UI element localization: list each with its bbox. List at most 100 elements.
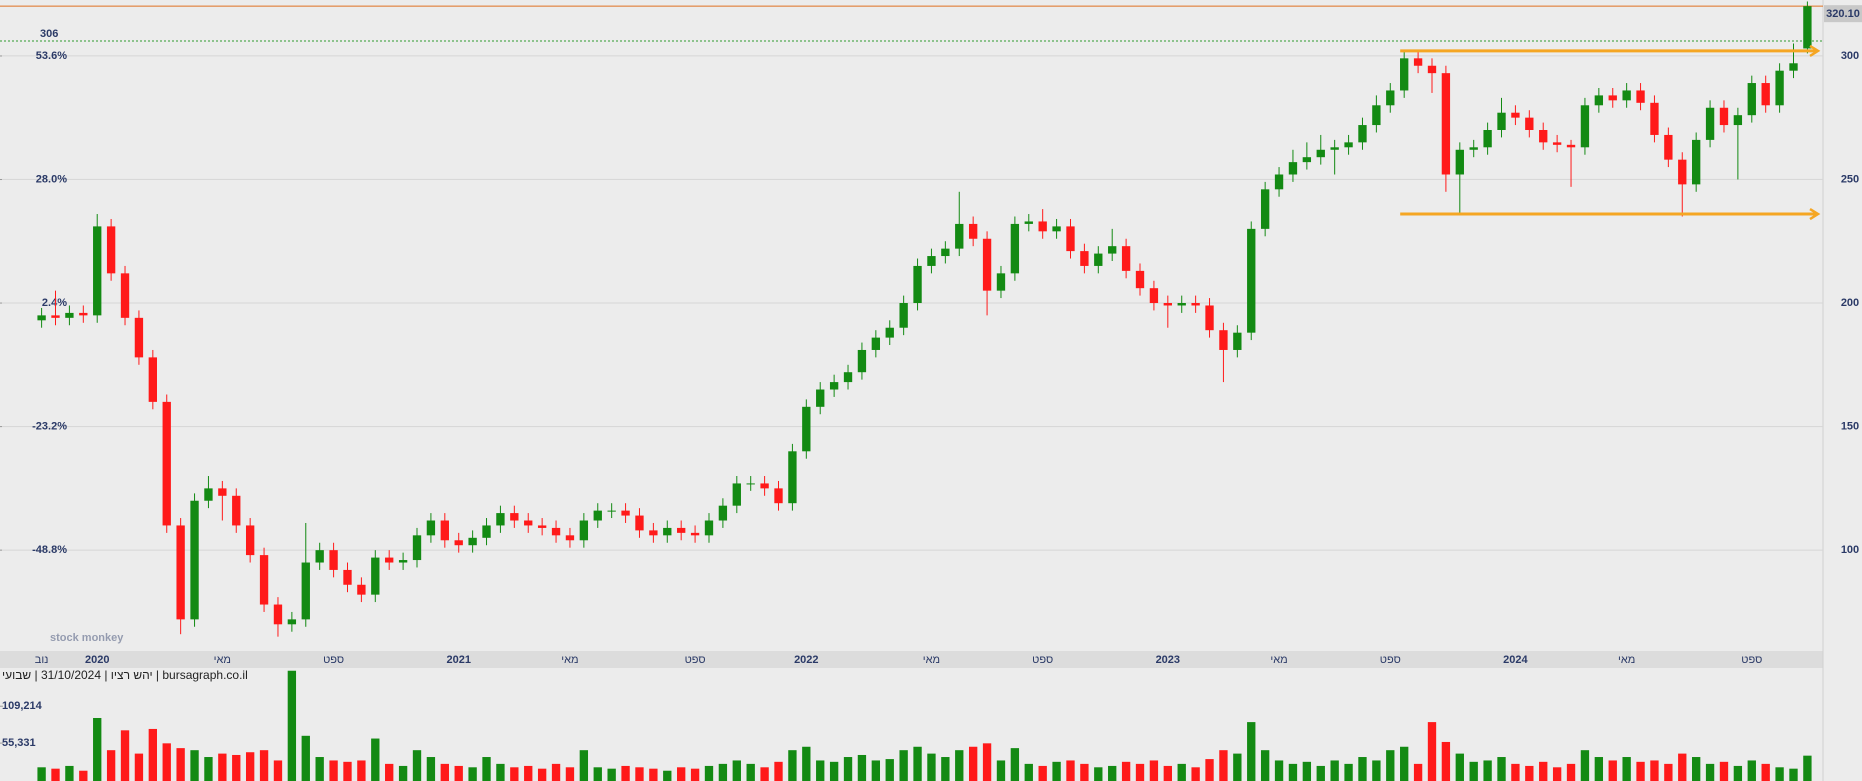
candle-body	[510, 513, 519, 521]
candle-body	[287, 619, 297, 625]
volume-bar	[287, 670, 297, 781]
candle-body	[621, 510, 630, 516]
candle-body	[732, 483, 741, 506]
volume-bar	[1386, 750, 1395, 781]
volume-bar	[1497, 757, 1506, 781]
volume-bar	[1650, 760, 1659, 781]
candle-body	[1636, 90, 1645, 103]
candle-body	[1483, 130, 1492, 148]
candle-body	[829, 382, 839, 390]
y-tick-label: 100	[1841, 544, 1859, 556]
x-tick-label: ספט	[685, 654, 706, 666]
volume-bar	[1747, 760, 1756, 781]
volume-bar	[1135, 763, 1145, 781]
volume-bar	[579, 750, 589, 781]
volume-bar	[1219, 750, 1228, 781]
volume-bar	[1483, 760, 1492, 781]
candle-body	[1469, 147, 1478, 150]
volume-bar	[1080, 763, 1089, 781]
x-tick-label: מאי	[561, 654, 578, 666]
last-price-label: 320.10	[1826, 8, 1860, 20]
candle-body	[996, 273, 1006, 291]
candle-body	[440, 520, 449, 541]
candle-body	[1413, 58, 1423, 66]
candle-body	[885, 327, 894, 338]
volume-bar	[1163, 765, 1172, 781]
candle-body	[677, 527, 686, 533]
x-tick-label: 2021	[446, 654, 470, 666]
candle-body	[1121, 246, 1131, 271]
candle-body	[899, 303, 908, 328]
volume-bar	[1761, 763, 1770, 781]
volume-bar	[621, 765, 630, 781]
x-tick-label: מאי	[1618, 654, 1635, 666]
x-tick-label: מאי	[214, 654, 231, 666]
volume-bar	[1149, 760, 1159, 781]
volume-bar	[1691, 757, 1701, 781]
volume-bar	[663, 770, 672, 781]
volume-bar	[1803, 755, 1812, 781]
candle-body	[704, 520, 714, 536]
candle-body	[1497, 112, 1506, 131]
volume-bar	[1580, 750, 1590, 781]
volume-bar	[927, 753, 936, 781]
volume-bar	[482, 757, 491, 781]
volume-bar	[1469, 761, 1478, 781]
candle-body	[259, 555, 269, 605]
volume-bar	[1594, 757, 1604, 781]
volume-bar	[93, 717, 102, 781]
candle-body	[468, 537, 477, 546]
candle-body	[398, 560, 408, 563]
candle-body	[635, 515, 644, 531]
candle-body	[1010, 223, 1020, 274]
volume-bar	[1038, 765, 1047, 781]
volume-bar	[1010, 748, 1020, 781]
volume-tick-label: 109,214	[2, 700, 43, 712]
candle-body	[537, 525, 547, 528]
candle-body	[1219, 330, 1228, 350]
candle-body	[816, 389, 825, 407]
watermark: stock monkey	[50, 632, 124, 644]
candle-body	[315, 550, 324, 563]
candle-body	[1149, 288, 1159, 304]
candle-body	[1691, 139, 1701, 185]
candle-body	[1094, 253, 1103, 266]
candle-body	[968, 223, 978, 239]
candle-body	[649, 530, 658, 536]
candle-body	[1302, 157, 1312, 163]
level-arrow	[1809, 207, 1821, 221]
candle-body	[1594, 95, 1604, 106]
volume-bar	[690, 768, 700, 781]
candle-body	[607, 510, 616, 512]
volume-bar	[982, 743, 992, 781]
candle-body	[1441, 73, 1451, 175]
candle-body	[1344, 142, 1353, 148]
volume-bar	[537, 768, 547, 781]
candle-body	[1108, 246, 1117, 254]
volume-bar	[51, 768, 60, 781]
candle-body	[329, 550, 338, 570]
volume-bar	[885, 759, 894, 781]
candle-body	[1372, 105, 1381, 126]
candle-body	[1427, 65, 1437, 74]
x-tick-label: מאי	[1270, 654, 1287, 666]
candle-body	[774, 488, 783, 504]
x-tick-label: ספט	[1741, 654, 1762, 666]
candle-body	[1177, 303, 1186, 306]
y2-tick-label: -48.8%	[32, 544, 67, 556]
candle-body	[301, 562, 310, 620]
volume-bar	[1233, 753, 1242, 781]
volume-bar	[635, 767, 644, 781]
candle-body	[412, 535, 422, 561]
candle-body	[941, 248, 950, 257]
candle-body	[176, 525, 185, 620]
last-price-box	[1824, 5, 1862, 23]
candle-body	[1163, 303, 1172, 306]
x-tick-label: ספט	[323, 654, 344, 666]
volume-bar	[1288, 763, 1298, 781]
candle-body	[1650, 102, 1659, 135]
candle-body	[51, 315, 60, 318]
volume-bar	[1247, 722, 1256, 781]
